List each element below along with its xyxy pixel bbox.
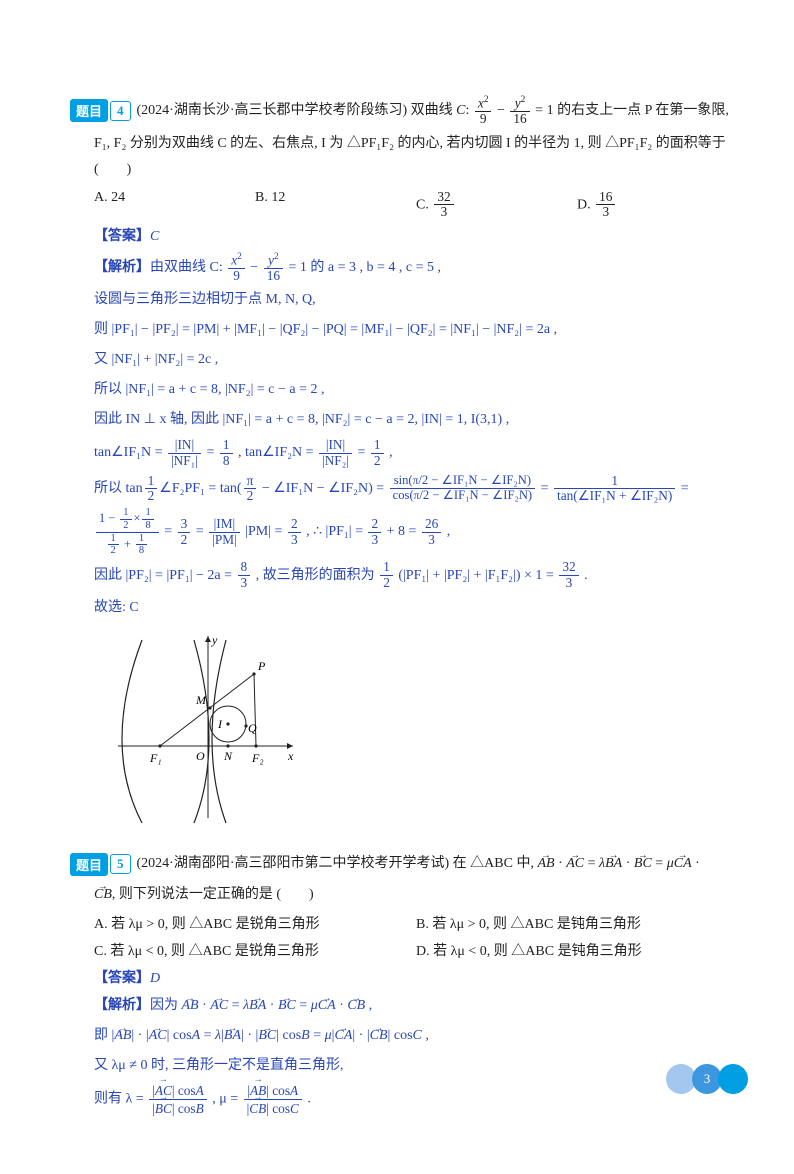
- q5-header: 题目 5 (2024·湖南邵阳·高三邵阳市第二中学校考开学考试) 在 △ABC …: [70, 851, 738, 878]
- q5-opt-c: C. 若 λμ < 0, 则 △ABC 是锐角三角形: [94, 939, 416, 966]
- footer-dot-3: [718, 1064, 748, 1094]
- q5-badge: 题目: [70, 853, 108, 876]
- q5-stem-line1: (2024·湖南邵阳·高三邵阳市第二中学校考开学考试) 在 △ABC 中, AB…: [137, 851, 700, 878]
- q5-number: 5: [110, 854, 131, 874]
- svg-text:I: I: [217, 717, 223, 731]
- svg-text:F₂: F₂: [251, 751, 264, 765]
- question-5: 题目 5 (2024·湖南邵阳·高三邵阳市第二中学校考开学考试) 在 △ABC …: [70, 851, 738, 1116]
- q4-header: 题目 4 (2024·湖南长沙·高三长郡中学校考阶段练习) 双曲线 C: x29…: [70, 95, 738, 127]
- q5-opt-b: B. 若 λμ > 0, 则 △ABC 是钝角三角形: [416, 912, 738, 939]
- q4-solution: 【解析】由双曲线 C: x29 − y216 = 1 的 a = 3 , b =…: [94, 251, 738, 622]
- q4-opt-d: D. 163: [577, 190, 738, 220]
- svg-text:M: M: [195, 693, 207, 707]
- svg-text:y: y: [211, 633, 218, 647]
- q5-opt-d: D. 若 λμ < 0, 则 △ABC 是钝角三角形: [416, 939, 738, 966]
- q5-opt-a: A. 若 λμ > 0, 则 △ABC 是锐角三角形: [94, 912, 416, 939]
- svg-text:P: P: [257, 659, 266, 673]
- q5-answer: 【答案】D: [94, 966, 738, 993]
- q4-answer: 【答案】C: [94, 224, 738, 251]
- question-4: 题目 4 (2024·湖南长沙·高三长郡中学校考阶段练习) 双曲线 C: x29…: [70, 95, 738, 833]
- q5-options: A. 若 λμ > 0, 则 △ABC 是锐角三角形 B. 若 λμ > 0, …: [94, 912, 738, 965]
- svg-text:F₁: F₁: [149, 751, 162, 765]
- q5-stem-line2: CB, 则下列说法一定正确的是 ( ): [94, 882, 738, 909]
- svg-text:O: O: [196, 749, 205, 763]
- page-content: 题目 4 (2024·湖南长沙·高三长郡中学校考阶段练习) 双曲线 C: x29…: [0, 0, 794, 1174]
- q4-badge: 题目: [70, 99, 108, 122]
- q4-opt-b: B. 12: [255, 190, 416, 220]
- hyperbola-figure: y x O P M I Q N F₁ F₂: [98, 628, 298, 828]
- svg-text:N: N: [223, 749, 233, 763]
- q5-solution: 【解析】因为 AB · AC = λBA · BC = μCA · CB , 即…: [94, 992, 738, 1116]
- q4-opt-c: C. 323: [416, 190, 577, 220]
- svg-text:x: x: [287, 749, 294, 763]
- page-number: 3: [704, 1071, 711, 1087]
- q4-stem-line1: (2024·湖南长沙·高三长郡中学校考阶段练习) 双曲线 C: x29 − y2…: [137, 95, 729, 127]
- q4-stem-line2: F₁, F₂ 分别为双曲线 C 的左、右焦点, I 为 △PF₁F₂ 的内心, …: [94, 131, 738, 158]
- q4-diagram: y x O P M I Q N F₁ F₂: [98, 628, 738, 833]
- q4-options: A. 24 B. 12 C. 323 D. 163: [94, 190, 738, 220]
- q4-number: 4: [110, 101, 131, 121]
- svg-text:Q: Q: [248, 721, 257, 735]
- q4-blank: ( ): [94, 157, 738, 184]
- page-footer: 3: [670, 1064, 748, 1094]
- q4-opt-a: A. 24: [94, 190, 255, 220]
